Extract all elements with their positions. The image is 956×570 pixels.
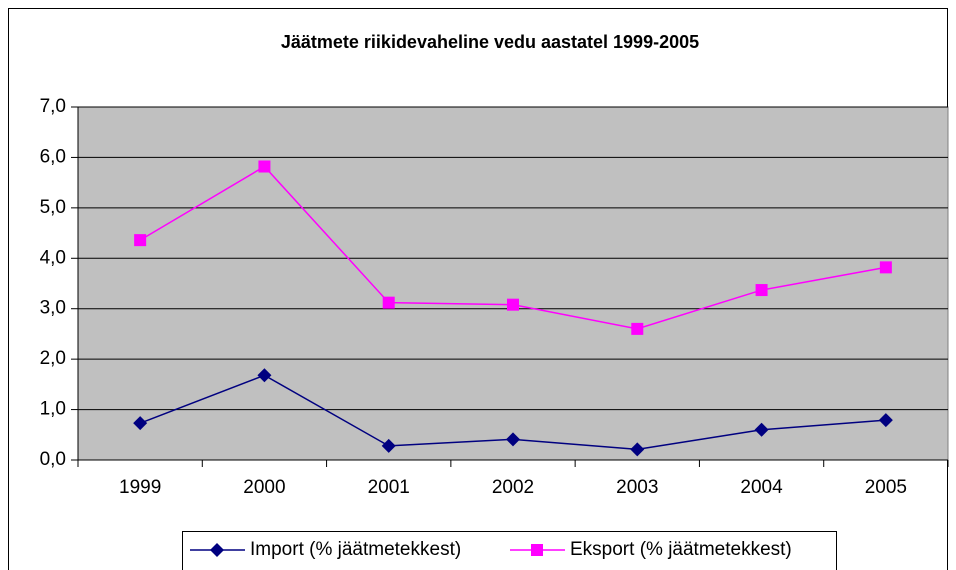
data-point [630,442,645,457]
y-tick-label: 7,0 [40,96,66,117]
legend-label: Eksport (% jäätmetekkest) [570,539,792,560]
y-tick-label: 4,0 [40,247,66,268]
legend-label: Import (% jäätmetekkest) [250,539,461,560]
data-point [382,296,395,309]
data-point [257,368,272,383]
data-point [381,438,396,453]
x-tick-label: 2003 [616,477,658,498]
x-tick-label: 2000 [243,477,285,498]
data-point [134,234,147,247]
x-tick-label: 1999 [119,477,161,498]
data-point [754,422,769,437]
y-tick-label: 3,0 [40,298,66,319]
legend-marker [531,544,543,556]
x-tick-label: 2005 [865,477,907,498]
data-point [631,322,644,335]
legend-marker [210,543,224,557]
x-tick-label: 2004 [740,477,783,498]
data-point [258,160,271,173]
data-point [878,413,893,428]
y-tick-label: 5,0 [40,197,66,218]
y-tick-label: 6,0 [40,146,66,167]
y-tick-label: 0,0 [40,449,66,470]
data-point [506,432,520,447]
x-tick-label: 2001 [368,477,410,498]
data-point [133,416,148,431]
chart-title: Jäätmete riikidevaheline vedu aastatel 1… [281,32,699,52]
data-point [507,298,519,311]
x-tick-label: 2002 [492,477,534,498]
plot-area [77,106,949,461]
data-point [879,261,892,274]
legend-box [182,531,837,570]
y-tick-label: 1,0 [40,399,66,420]
y-tick-label: 2,0 [40,348,66,369]
data-point [755,284,768,297]
